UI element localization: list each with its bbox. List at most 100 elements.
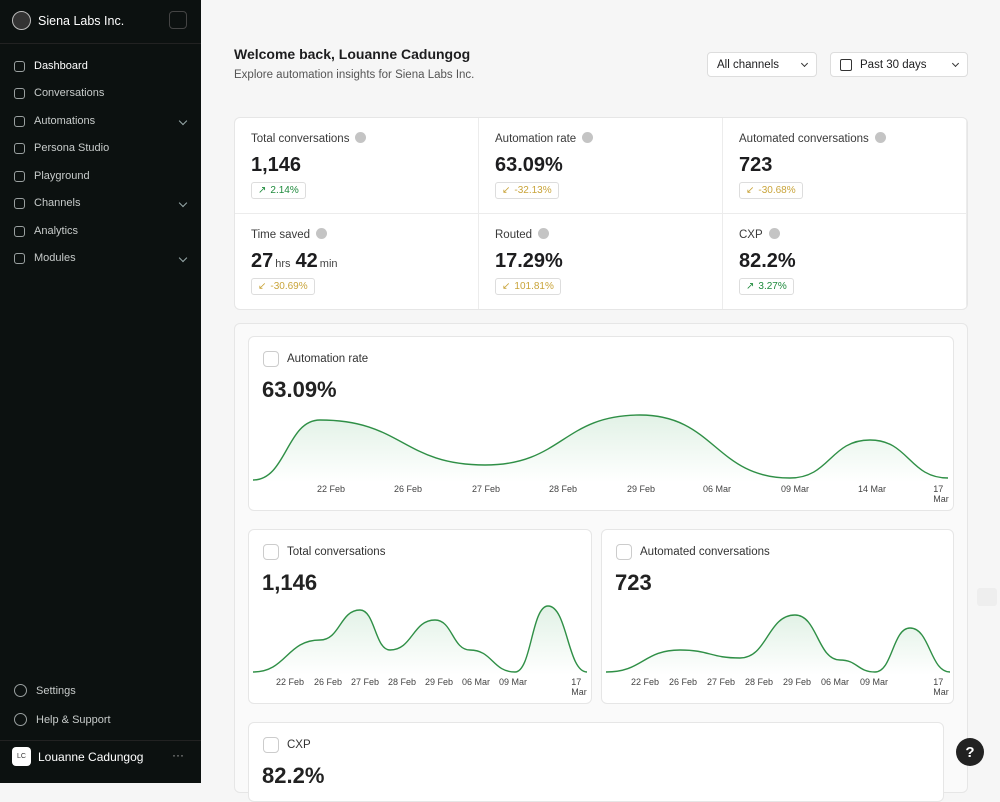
kpi-change: ↗ 3.27% xyxy=(739,278,794,295)
chart-icon xyxy=(616,544,632,560)
nav-icon xyxy=(14,87,25,99)
kpi-label-text: Automation rate xyxy=(495,133,577,145)
x-label: 29 Feb xyxy=(782,677,812,687)
chart-title: Total conversations xyxy=(263,544,385,560)
channel-filter[interactable]: All channels xyxy=(707,52,817,77)
nav-icon xyxy=(14,197,25,209)
kpi-label: Automation rate xyxy=(495,132,594,145)
x-label: 27 Feb xyxy=(471,484,501,494)
x-label: 09 Mar xyxy=(780,484,810,494)
kpi-card: Automation rate 63.09% ↙ -32.13% xyxy=(479,118,723,214)
kpi-label-text: Automated conversations xyxy=(739,133,869,145)
kpi-label-text: CXP xyxy=(739,229,763,241)
trend-arrow: ↙ xyxy=(746,185,755,196)
chevron xyxy=(178,116,188,126)
kpi-value: 27 hrs 42 min xyxy=(251,250,343,273)
kpi-number: 42 xyxy=(295,250,318,272)
chart-title-text: Automated conversations xyxy=(640,546,770,558)
nav-item[interactable]: Help & Support xyxy=(14,713,186,726)
change-value: 3.27% xyxy=(758,281,787,292)
x-label: 28 Feb xyxy=(387,677,417,687)
nav-item[interactable]: Automations xyxy=(14,115,188,127)
nav-label: Persona Studio xyxy=(34,142,110,154)
chart-value: 723 xyxy=(615,570,652,595)
change-value: -32.13% xyxy=(514,185,552,196)
sparkline-line xyxy=(605,614,951,673)
nav-item[interactable]: Conversations xyxy=(14,87,186,99)
nav-label: Playground xyxy=(34,170,90,182)
info-icon xyxy=(874,132,886,143)
chart-icon xyxy=(263,544,279,560)
kpi-card: Total conversations 1,146 ↗ 2.14% xyxy=(235,118,479,214)
sparkline-area xyxy=(253,415,948,482)
nav-icon xyxy=(14,60,25,72)
chart-card: Automation rate 63.09% 22 Feb 26 Feb 27 Feb 2… xyxy=(248,336,954,511)
chart-title-text: CXP xyxy=(287,739,311,751)
kpi-label-text: Total conversations xyxy=(251,133,350,145)
kpi-label: Automated conversations xyxy=(739,132,886,145)
sparkline-line xyxy=(252,414,949,481)
trend-arrow: ↗ xyxy=(746,281,755,292)
nav-item[interactable]: Persona Studio xyxy=(14,142,186,154)
kpi-label-text: Routed xyxy=(495,229,533,241)
chart-value: 82.2% xyxy=(262,763,325,788)
nav-item[interactable]: Settings xyxy=(14,684,186,697)
kpi-card: Routed 17.29% ↙ 101.81% xyxy=(479,214,723,309)
chevron xyxy=(178,198,188,208)
kpi-change: ↙ 101.81% xyxy=(495,278,561,295)
nav-item[interactable]: Channels xyxy=(14,197,188,209)
org-switch[interactable] xyxy=(169,11,187,29)
nav-label: Automations xyxy=(34,115,96,127)
user-name[interactable]: Louanne Cadungog xyxy=(38,750,144,764)
nav-icon xyxy=(14,252,25,264)
org-name[interactable]: Siena Labs Inc. xyxy=(38,14,125,28)
nav-icon xyxy=(14,713,27,726)
chart-title: Automation rate xyxy=(263,351,368,367)
x-label: 29 Feb xyxy=(424,677,454,687)
side-handle[interactable] xyxy=(977,588,997,606)
x-label: 28 Feb xyxy=(548,484,578,494)
nav-label: Modules xyxy=(34,252,76,264)
chart-icon xyxy=(263,737,279,753)
info-icon xyxy=(316,228,328,239)
kpi-unit: min xyxy=(319,258,338,270)
kpi-number: 82.2% xyxy=(739,250,796,272)
sparkline xyxy=(605,614,951,675)
kpi-value: 63.09% xyxy=(495,154,563,177)
change-value: 101.81% xyxy=(514,281,554,292)
nav-item[interactable]: Analytics xyxy=(14,225,186,237)
user-menu[interactable]: ··· xyxy=(172,748,184,762)
info-icon xyxy=(582,132,594,143)
info-icon xyxy=(538,228,550,239)
nav-icon xyxy=(14,115,25,127)
divider xyxy=(0,740,201,741)
date-filter[interactable]: Past 30 days xyxy=(830,52,968,77)
kpi-card: Time saved 27 hrs 42 min ↙ -30.69% xyxy=(235,214,479,309)
kpi-label-text: Time saved xyxy=(251,229,311,241)
filter-label: Past 30 days xyxy=(860,58,927,71)
x-label: 26 Feb xyxy=(668,677,698,687)
kpi-unit: hrs xyxy=(275,258,291,270)
nav-icon xyxy=(14,170,25,182)
sidebar: Siena Labs Inc. Dashboard Conversations Au… xyxy=(0,0,201,783)
info-icon xyxy=(768,228,780,239)
trend-arrow: ↙ xyxy=(502,185,511,196)
nav-label: Help & Support xyxy=(36,713,111,726)
x-label: 17 Mar xyxy=(933,677,949,697)
nav-item[interactable]: Modules xyxy=(14,252,188,264)
nav-label: Settings xyxy=(36,684,76,697)
nav-label: Channels xyxy=(34,197,81,209)
kpi-number: 27 xyxy=(251,250,274,272)
chart-card: Automated conversations 723 22 Feb 26 Feb 27… xyxy=(601,529,954,704)
nav-item[interactable]: Dashboard xyxy=(14,60,186,72)
x-label: 09 Mar xyxy=(859,677,889,687)
help-button[interactable]: ? xyxy=(956,738,984,766)
user-avatar: LC xyxy=(12,747,31,766)
trend-arrow: ↙ xyxy=(502,281,511,292)
x-label: 14 Mar xyxy=(857,484,887,494)
nav-item[interactable]: Playground xyxy=(14,170,186,182)
x-label: 26 Feb xyxy=(393,484,423,494)
kpi-card: Automated conversations 723 ↙ -30.68% xyxy=(723,118,967,214)
x-label: 27 Feb xyxy=(350,677,380,687)
sparkline-area xyxy=(606,615,950,675)
